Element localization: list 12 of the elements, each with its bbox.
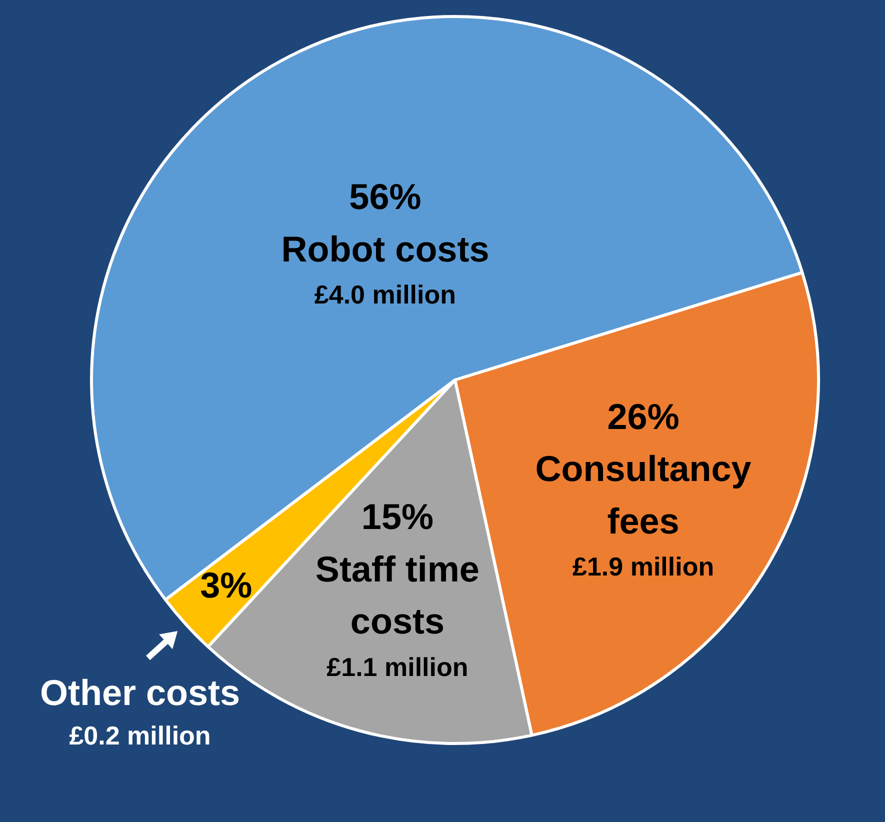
data-label: £1.9 million — [572, 552, 714, 582]
slice-label: Other costs — [40, 672, 240, 714]
data-label: £0.2 million — [69, 720, 211, 750]
slice-label: Robot costs — [281, 228, 490, 270]
data-label: £4.0 million — [314, 280, 456, 310]
slice-label: Consultancy fees — [535, 448, 752, 542]
data-label: £1.1 million — [326, 652, 468, 682]
text: 26% — [607, 396, 680, 437]
text: 15% — [361, 496, 434, 538]
text: 3% — [200, 564, 252, 606]
text: 56% — [349, 176, 422, 218]
slice-label: Staff time costs — [315, 548, 480, 642]
